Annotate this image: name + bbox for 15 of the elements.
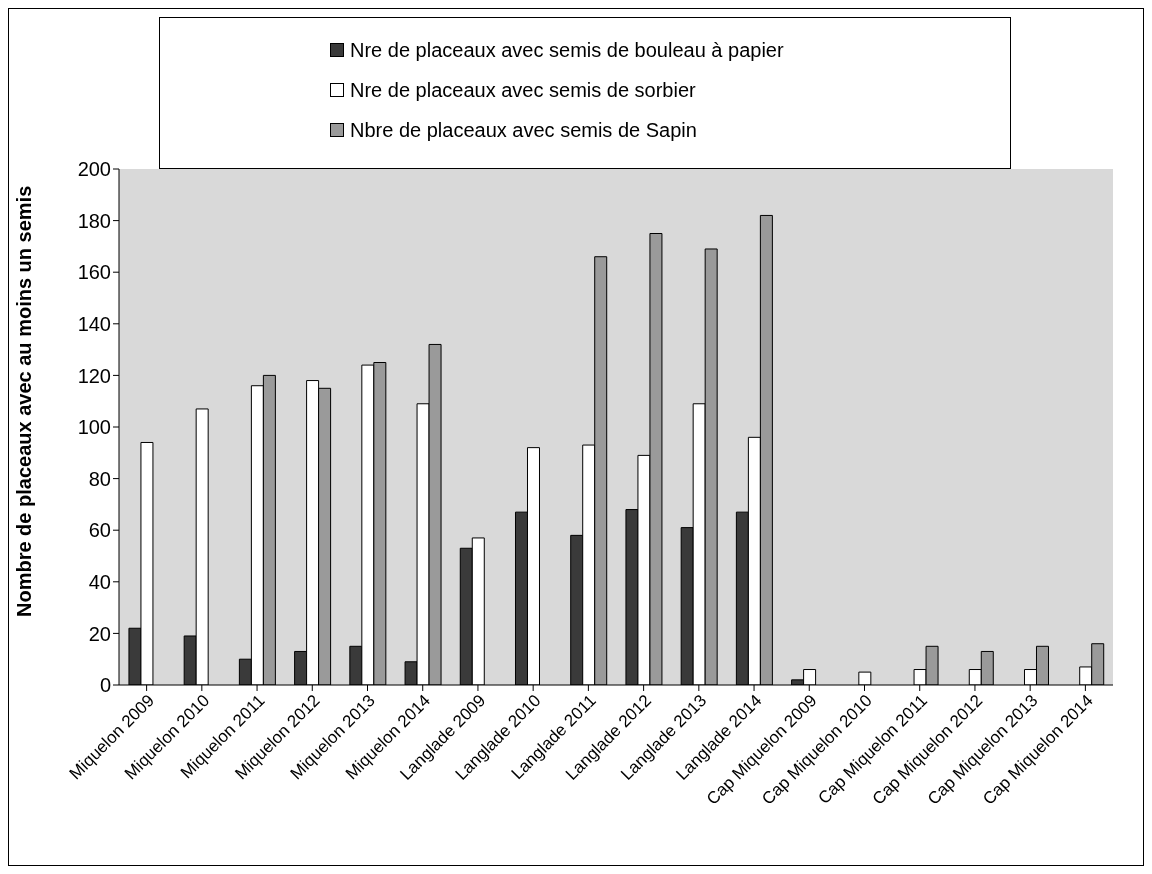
y-tick-label: 0	[99, 674, 111, 697]
y-tick-label: 60	[88, 519, 111, 542]
legend-label: Nre de placeaux avec semis de bouleau à papier	[350, 38, 784, 62]
y-tick-label: 100	[77, 416, 111, 439]
y-tick-label: 180	[77, 209, 111, 232]
y-tick-label: 120	[77, 364, 111, 387]
y-tick-label: 140	[77, 312, 111, 335]
y-tick-label: 200	[77, 158, 111, 181]
y-axis-title: Nombre de placeaux avec au moins un semis	[13, 185, 36, 617]
legend-label: Nre de placeaux avec semis de sorbier	[350, 78, 696, 102]
legend-label: Nbre de placeaux avec semis de Sapin	[350, 118, 697, 142]
y-tick-label: 160	[77, 261, 111, 284]
y-tick-label: 20	[88, 622, 111, 645]
y-tick-label: 40	[88, 570, 111, 593]
y-tick-label: 80	[88, 467, 111, 490]
